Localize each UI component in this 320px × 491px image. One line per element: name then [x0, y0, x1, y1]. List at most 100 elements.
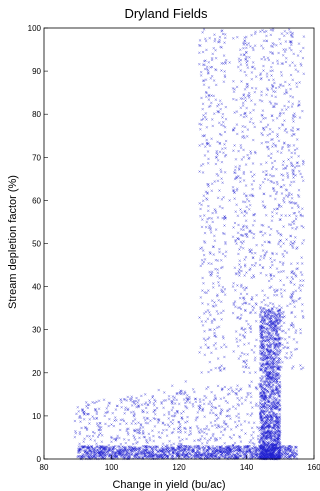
scatter-point	[280, 365, 283, 369]
scatter-point	[261, 432, 265, 436]
scatter-point	[199, 296, 203, 299]
scatter-point	[214, 258, 218, 262]
scatter-point	[242, 328, 245, 332]
scatter-point	[211, 245, 215, 249]
scatter-point	[234, 240, 237, 243]
scatter-point	[119, 442, 123, 446]
scatter-point	[262, 117, 265, 120]
scatter-point	[297, 155, 300, 158]
scatter-point	[221, 409, 224, 412]
scatter-point	[252, 213, 256, 217]
scatter-point	[263, 351, 267, 355]
scatter-point	[262, 345, 266, 349]
scatter-point	[272, 411, 276, 415]
scatter-point	[238, 449, 242, 452]
scatter-point	[172, 427, 176, 431]
scatter-point	[245, 292, 249, 296]
scatter-point	[223, 224, 226, 227]
scatter-point	[231, 450, 234, 453]
scatter-point	[274, 422, 278, 425]
scatter-point	[205, 291, 208, 295]
scatter-point	[267, 386, 271, 389]
scatter-point	[235, 414, 238, 418]
scatter-point	[146, 451, 149, 454]
scatter-point	[275, 351, 279, 354]
scatter-point	[255, 386, 258, 390]
scatter-point	[262, 126, 265, 130]
scatter-point	[198, 316, 201, 319]
scatter-point	[224, 139, 228, 143]
scatter-point	[85, 401, 88, 404]
scatter-point	[82, 455, 86, 458]
scatter-point	[278, 395, 282, 398]
scatter-point	[224, 33, 227, 36]
scatter-point	[242, 148, 245, 152]
scatter-point	[255, 75, 258, 78]
scatter-point	[114, 444, 117, 448]
scatter-point	[199, 128, 202, 131]
scatter-point	[220, 300, 223, 303]
scatter-point	[133, 436, 136, 439]
scatter-point	[268, 241, 272, 244]
scatter-point	[246, 391, 249, 395]
scatter-point	[292, 114, 295, 117]
scatter-point	[130, 445, 133, 449]
scatter-point	[267, 333, 271, 336]
scatter-point	[224, 447, 228, 451]
scatter-point	[274, 443, 278, 446]
scatter-point	[268, 394, 272, 398]
scatter-point	[218, 276, 221, 280]
scatter-point	[246, 153, 249, 157]
scatter-point	[249, 152, 253, 155]
scatter-point	[236, 445, 240, 448]
scatter-point	[151, 429, 154, 432]
scatter-point	[201, 408, 204, 411]
scatter-point	[244, 219, 248, 222]
scatter-point	[199, 264, 203, 268]
scatter-point	[186, 420, 189, 423]
scatter-point	[213, 208, 216, 211]
scatter-point	[97, 428, 101, 432]
scatter-point	[293, 348, 297, 351]
scatter-point	[217, 281, 220, 284]
scatter-point	[129, 450, 133, 454]
scatter-point	[268, 343, 272, 347]
scatter-point	[295, 275, 298, 278]
scatter-point	[260, 113, 263, 117]
scatter-point	[204, 444, 208, 448]
scatter-point	[278, 419, 282, 422]
scatter-point	[114, 416, 117, 419]
scatter-point	[289, 240, 293, 243]
scatter-point	[151, 394, 155, 398]
scatter-point	[268, 384, 271, 387]
scatter-point	[78, 447, 82, 451]
scatter-point	[266, 134, 269, 137]
scatter-point	[271, 312, 274, 315]
scatter-point	[202, 448, 205, 451]
scatter-point	[184, 445, 188, 448]
scatter-point	[237, 57, 241, 60]
scatter-point	[277, 442, 281, 446]
scatter-point	[261, 390, 264, 393]
scatter-point	[270, 309, 274, 313]
scatter-point	[302, 179, 305, 182]
scatter-point	[190, 453, 193, 457]
scatter-point	[295, 247, 298, 250]
scatter-point	[77, 410, 80, 413]
scatter-point	[271, 360, 274, 363]
scatter-point	[240, 429, 243, 432]
scatter-point	[219, 99, 222, 102]
scatter-point	[281, 123, 284, 126]
scatter-point	[294, 331, 297, 335]
scatter-point	[167, 410, 171, 414]
scatter-point	[125, 427, 129, 431]
scatter-point	[281, 145, 284, 149]
scatter-point	[237, 412, 240, 416]
scatter-point	[205, 48, 208, 52]
scatter-point	[238, 339, 242, 342]
scatter-point	[239, 144, 242, 147]
scatter-point	[299, 364, 302, 367]
scatter-point	[139, 446, 143, 449]
scatter-point	[265, 343, 269, 346]
scatter-point	[261, 389, 264, 392]
